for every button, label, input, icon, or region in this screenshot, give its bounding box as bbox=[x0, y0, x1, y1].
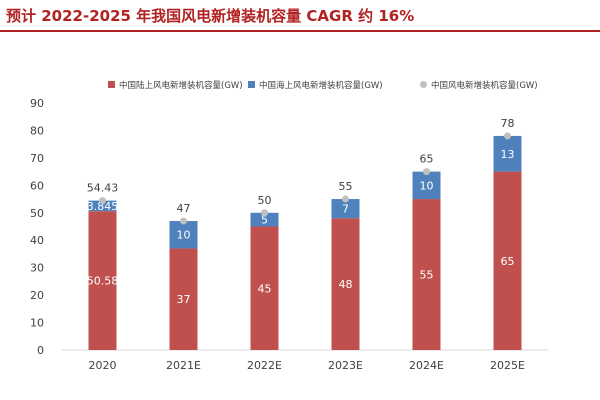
label-onshore-2025E: 65 bbox=[501, 255, 515, 268]
label-total-2024E: 65 bbox=[420, 153, 434, 166]
legend-swatch-1 bbox=[108, 81, 115, 88]
x-tick-label-2024E: 2024E bbox=[409, 359, 444, 372]
label-onshore-2022E: 45 bbox=[258, 282, 272, 295]
bar-onshore-2024E bbox=[412, 199, 441, 350]
label-offshore-2024E: 10 bbox=[420, 179, 434, 192]
x-tick-label-2020: 2020 bbox=[89, 359, 117, 372]
x-tick-label-2021E: 2021E bbox=[166, 359, 201, 372]
bar-onshore-2021E bbox=[169, 248, 198, 350]
bar-onshore-2020 bbox=[88, 211, 117, 350]
legend-marker-total bbox=[420, 81, 427, 88]
marker-total-2024E bbox=[423, 168, 430, 176]
legend-label-3: 中国风电新增装机容量(GW) bbox=[431, 80, 538, 91]
y-tick-label-30: 30 bbox=[30, 262, 44, 275]
y-tick-label-20: 20 bbox=[30, 289, 44, 302]
legend-swatch-2 bbox=[248, 81, 255, 88]
y-tick-label-70: 70 bbox=[30, 152, 44, 165]
marker-total-2023E bbox=[342, 195, 349, 203]
x-tick-label-2022E: 2022E bbox=[247, 359, 282, 372]
label-total-2023E: 55 bbox=[339, 180, 353, 193]
y-tick-label-60: 60 bbox=[30, 179, 44, 192]
marker-total-2021E bbox=[180, 217, 187, 225]
y-tick-label-0: 0 bbox=[37, 344, 44, 357]
label-total-2021E: 47 bbox=[177, 202, 191, 215]
label-offshore-2022E: 5 bbox=[261, 214, 268, 227]
legend-label-1: 中国陆上风电新增装机容量(GW) bbox=[119, 80, 243, 91]
x-tick-label-2023E: 2023E bbox=[328, 359, 363, 372]
marker-total-2022E bbox=[261, 209, 268, 217]
stacked-bar-chart: 中国陆上风电新增装机容量(GW) 中国海上风电新增装机容量(GW) 中国风电新增装机… bbox=[30, 80, 548, 372]
label-onshore-2023E: 48 bbox=[339, 278, 353, 291]
label-total-2025E: 78 bbox=[501, 117, 515, 130]
bar-offshore-2021E bbox=[169, 221, 198, 249]
marker-total-2025E bbox=[504, 132, 511, 140]
label-offshore-2023E: 7 bbox=[342, 203, 349, 216]
bar-offshore-2022E bbox=[250, 212, 279, 227]
title-divider bbox=[0, 30, 600, 32]
bar-onshore-2022E bbox=[250, 226, 279, 350]
y-tick-label-50: 50 bbox=[30, 207, 44, 220]
label-offshore-2020: 3.845 bbox=[87, 200, 119, 213]
bar-offshore-2020 bbox=[88, 200, 117, 212]
y-tick-label-90: 90 bbox=[30, 97, 44, 110]
y-tick-label-40: 40 bbox=[30, 234, 44, 247]
bar-onshore-2025E bbox=[493, 171, 522, 350]
bar-offshore-2025E bbox=[493, 135, 522, 172]
legend-label-2: 中国海上风电新增装机容量(GW) bbox=[259, 80, 383, 91]
x-tick-label-2025E: 2025E bbox=[490, 359, 525, 372]
label-total-2020: 54.43 bbox=[87, 182, 119, 195]
y-tick-label-80: 80 bbox=[30, 124, 44, 137]
marker-total-2020 bbox=[99, 197, 106, 205]
bar-onshore-2023E bbox=[331, 218, 360, 350]
page-title: 预计 2022-2025 年我国风电新增装机容量 CAGR 约 16% bbox=[6, 7, 415, 25]
label-total-2022E: 50 bbox=[258, 194, 272, 207]
label-offshore-2021E: 10 bbox=[177, 229, 191, 242]
y-tick-label-10: 10 bbox=[30, 317, 44, 330]
bar-offshore-2024E bbox=[412, 171, 441, 200]
label-onshore-2024E: 55 bbox=[420, 269, 434, 282]
label-offshore-2025E: 13 bbox=[501, 148, 515, 161]
label-onshore-2020: 50.58 bbox=[87, 275, 119, 288]
label-onshore-2021E: 37 bbox=[177, 293, 191, 306]
bar-offshore-2023E bbox=[331, 199, 360, 219]
title-bar: 预计 2022-2025 年我国风电新增装机容量 CAGR 约 16% bbox=[0, 0, 600, 32]
